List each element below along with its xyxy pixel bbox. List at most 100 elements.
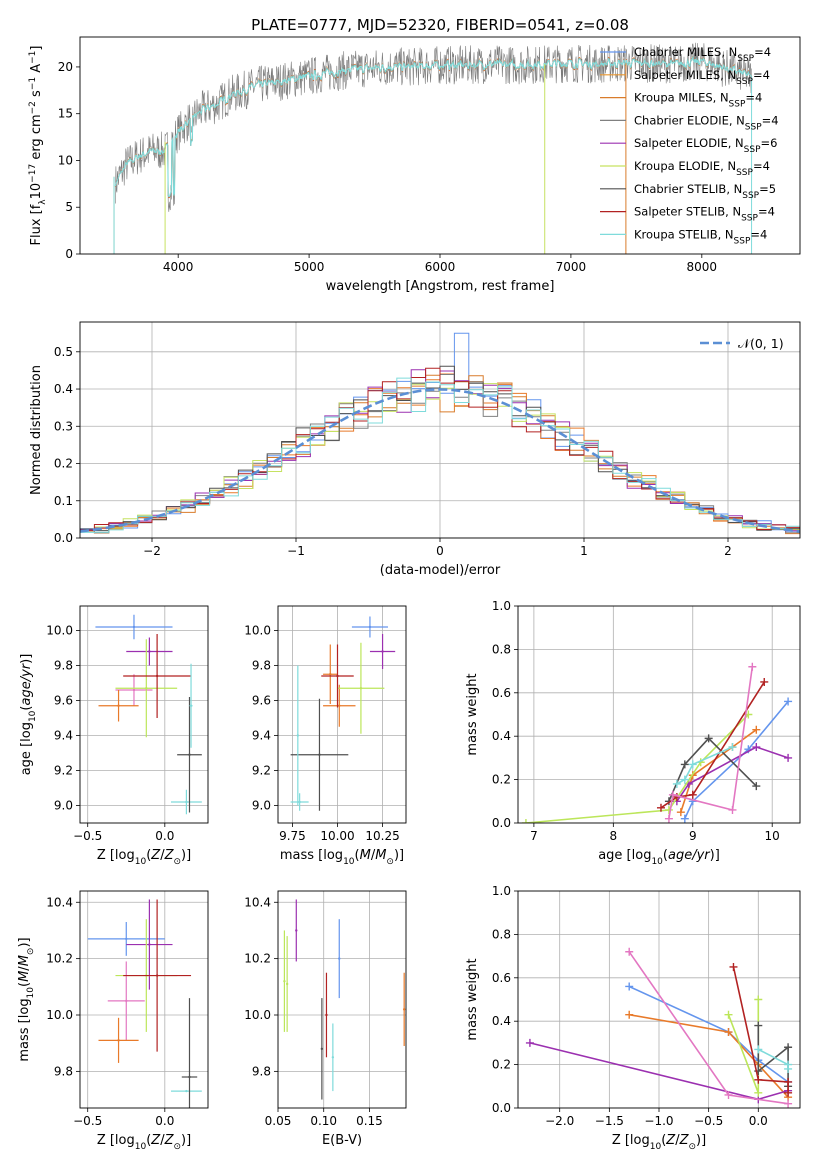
panel-age-vs-z: −0.5 0.0 9.0 9.2 9.4 9.6 9.8 10.0 Z [log10(Z/Z⊙)…: [19, 605, 209, 867]
legend-entry: Kroupa MILES, NSSP=4: [634, 91, 762, 110]
x-tick-label: 10.00: [320, 829, 354, 843]
plus-marker: [521, 819, 530, 823]
plus-marker: [754, 1075, 763, 1084]
legend-entry: Kroupa ELODIE, NSSP=4: [634, 159, 770, 178]
y-tick-label: 9.8: [252, 1064, 271, 1078]
plot-area-residuals: [80, 322, 800, 538]
axes-frame: [277, 890, 407, 1109]
x-tick-label: 1: [580, 544, 588, 558]
series-line: [680, 729, 757, 813]
errorbar-point: [132, 688, 136, 692]
errorbar-point: [283, 979, 286, 983]
plus-marker: [704, 734, 713, 743]
plus-marker: [752, 782, 761, 791]
plus-marker: [688, 790, 697, 799]
x-axis-label: Z [log10(Z/Z⊙)]: [612, 1133, 706, 1152]
plus-marker: [664, 805, 673, 814]
model-spectrum-kroupa-stelib: [114, 55, 752, 198]
x-tick-label: 0.10: [310, 1114, 337, 1128]
y-tick-label: 9.0: [54, 799, 73, 813]
x-tick-label: 7: [530, 829, 538, 843]
errorbar-point: [155, 674, 159, 678]
x-tick-label: 9.75: [279, 829, 306, 843]
axes-frame: [277, 605, 407, 824]
errorbar-point: [402, 1008, 406, 1011]
y-tick-label: 0.2: [492, 773, 511, 787]
errorbar-point: [368, 625, 372, 629]
plus-marker: [784, 753, 793, 762]
legend-entry: Salpeter MILES, NSSP=4: [634, 68, 770, 87]
y-tick-label: 9.0: [252, 799, 271, 813]
y-tick-label: 10.4: [46, 895, 73, 909]
plus-marker: [664, 814, 673, 823]
y-tick-label: 9.2: [54, 764, 73, 778]
series-line: [660, 681, 765, 809]
x-axis-label: Z [log10(Z/Z⊙)]: [97, 848, 191, 867]
plot-area-mass-weight-vs-age: [518, 606, 800, 823]
errorbar-point: [318, 753, 321, 756]
x-tick-label: −0.5: [694, 1114, 723, 1128]
y-tick-label: 1.0: [492, 599, 511, 613]
y-tick-label: 0.4: [492, 1014, 511, 1028]
errorbar-point: [188, 1075, 191, 1079]
plot-area-mass-vs-z: [80, 891, 208, 1108]
plus-marker: [525, 1038, 534, 1047]
plus-marker: [754, 995, 763, 1004]
y-axis-label: age [log10(age/yr)]: [19, 654, 38, 776]
x-tick-label: 0.15: [356, 1114, 383, 1128]
series-line: [757, 1025, 789, 1087]
x-tick-label: 5000: [294, 260, 325, 274]
series-line: [684, 700, 789, 820]
errorbar-point: [320, 1047, 324, 1051]
x-tick-label: 0.0: [155, 1114, 174, 1128]
series-line: [668, 737, 757, 802]
y-tick-label: 9.4: [54, 729, 73, 743]
axes-frame: [517, 890, 801, 1109]
y-tick-label: 0.6: [492, 686, 511, 700]
x-tick-label: 10: [765, 829, 780, 843]
y-tick-label: 10.0: [46, 624, 73, 638]
y-tick-label: 9.8: [252, 659, 271, 673]
plus-marker: [729, 962, 738, 971]
axes-frame: [79, 605, 209, 824]
x-tick-label: 0.05: [265, 1114, 292, 1128]
errorbar-point: [189, 704, 193, 707]
y-tick-label: 1.0: [492, 884, 511, 898]
x-tick-label: −1: [287, 544, 305, 558]
panel-age-vs-mass: 9.75 10.00 10.25 9.0 9.2 9.4 9.6 9.8 10.0 mass [l…: [244, 605, 407, 867]
panel-spectrum: 4000 5000 6000 7000 8000 0 5 10 15 20 Chabrier MIL…: [28, 36, 801, 294]
y-tick-label: 0.0: [492, 816, 511, 830]
y-tick-label: 0.0: [54, 531, 73, 545]
legend-entry: Salpeter ELODIE, NSSP=6: [634, 136, 777, 155]
y-tick-label: 5: [65, 200, 73, 214]
x-tick-label: −2: [143, 544, 161, 558]
plus-marker: [625, 947, 634, 956]
errorbar-point: [338, 957, 341, 960]
legend-entry: Chabrier STELIB, NSSP=5: [634, 182, 776, 201]
plus-marker: [784, 1088, 793, 1097]
series-line: [628, 985, 789, 1083]
y-tick-label: 0: [65, 247, 73, 261]
normal-reference-curve: [80, 388, 800, 533]
errorbar-point: [132, 625, 136, 629]
y-tick-label: 9.6: [54, 694, 73, 708]
y-tick-label: 10.2: [46, 952, 73, 966]
y-axis-label: Flux [fλ10−17 erg cm−2 s−1 A−1]: [28, 46, 48, 246]
x-tick-label: 0.0: [155, 829, 174, 843]
legend-entry: Kroupa STELIB, NSSP=4: [634, 227, 767, 246]
errorbar-point: [148, 943, 151, 946]
y-tick-label: 0.1: [54, 494, 73, 508]
series-line: [676, 746, 789, 802]
axes-frame: [79, 321, 801, 539]
plot-area-mass-vs-ebv: [278, 891, 406, 1108]
y-tick-label: 0.3: [54, 419, 73, 433]
errorbar-point: [295, 929, 298, 932]
plus-marker: [728, 805, 737, 814]
plus-marker: [676, 808, 685, 817]
y-tick-label: 10.0: [244, 1008, 271, 1022]
y-tick-label: 10.0: [244, 624, 271, 638]
y-tick-label: 9.8: [54, 659, 73, 673]
legend-entry: Chabrier ELODIE, NSSP=4: [634, 113, 779, 132]
errorbar-point: [359, 687, 363, 690]
